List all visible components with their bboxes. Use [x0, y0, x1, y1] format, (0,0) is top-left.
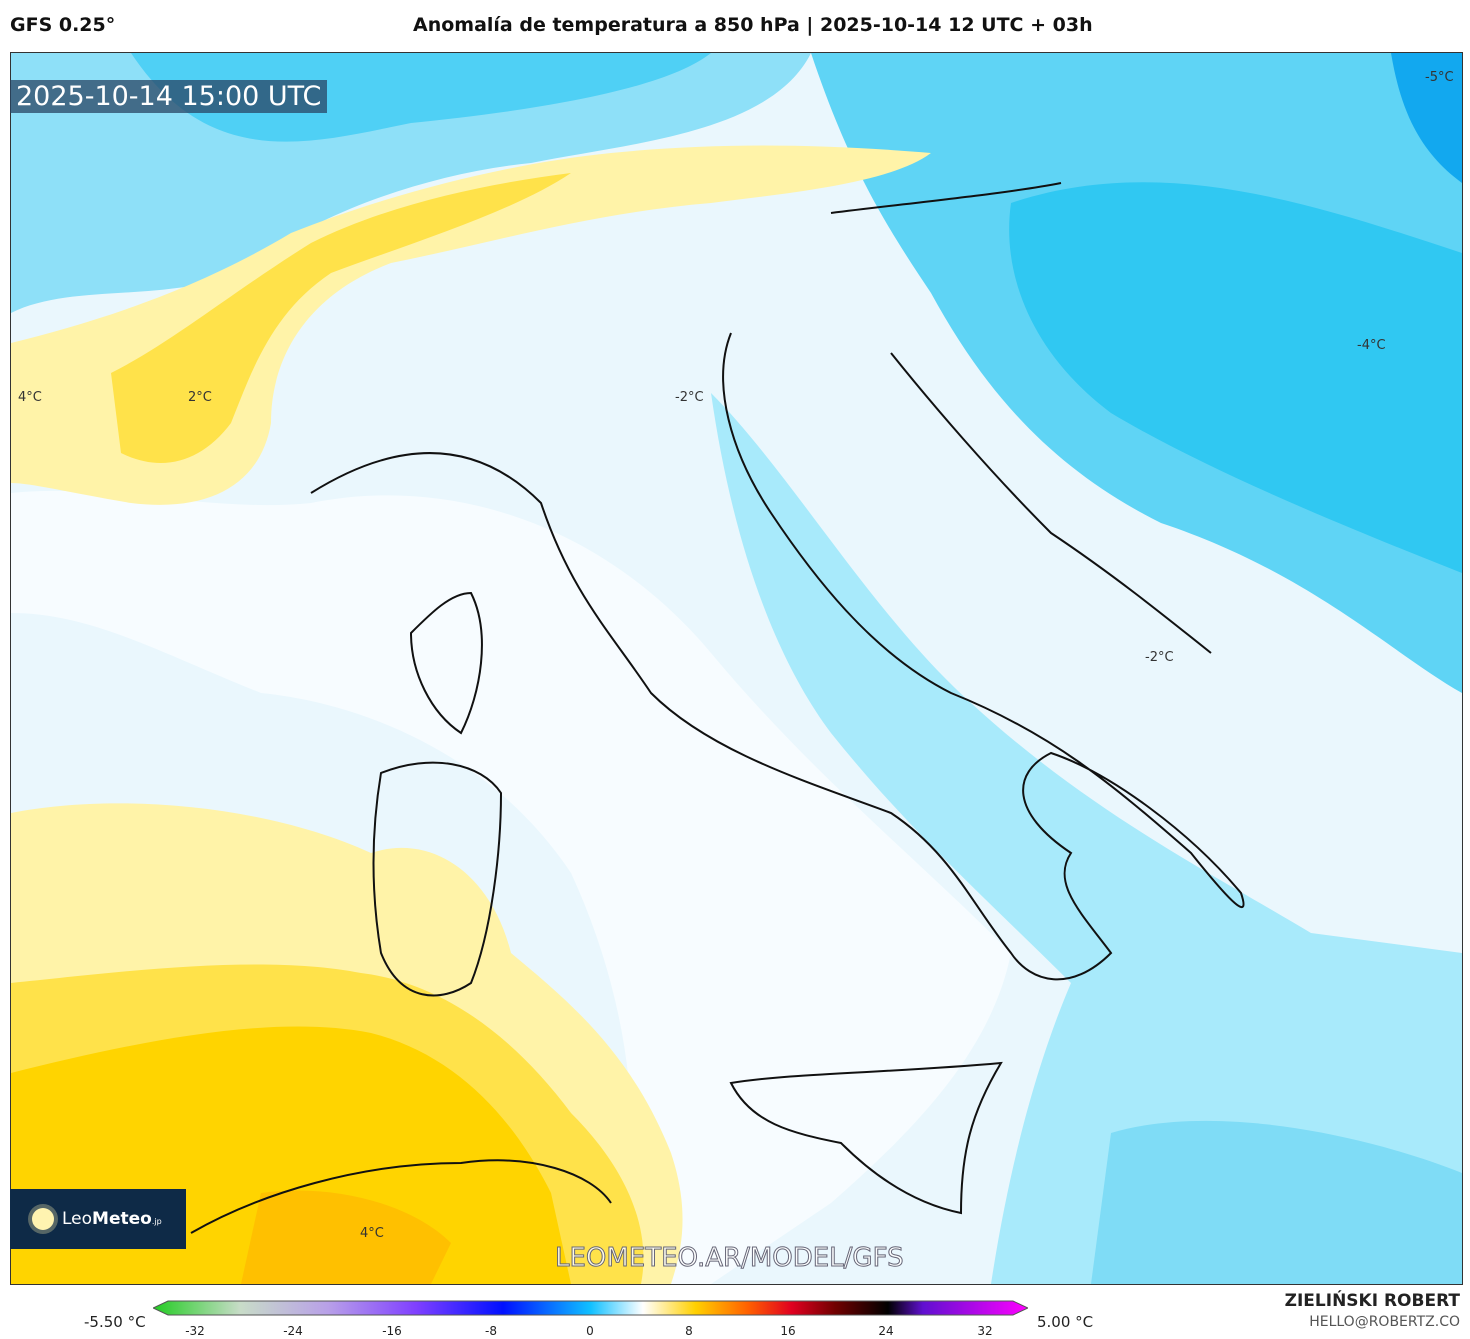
coastline-sardinia	[372, 761, 503, 997]
colder-region	[1009, 182, 1462, 574]
author-name: ZIELIŃSKI ROBERT	[1284, 1291, 1460, 1311]
colorbar-tick: 8	[685, 1324, 693, 1338]
coastline-italy	[310, 332, 1245, 981]
colorbar-tick: -24	[283, 1324, 303, 1338]
contour-label: -2°C	[675, 390, 704, 405]
author-email: HELLO@ROBERTZ.CO	[1309, 1314, 1460, 1330]
map-title: Anomalía de temperatura a 850 hPa | 2025…	[413, 14, 1093, 36]
colorbar-tick: 0	[586, 1324, 594, 1338]
coastline-balkans	[830, 182, 1212, 654]
contour-label: -2°C	[1145, 650, 1174, 665]
temperature-anomaly-map[interactable]	[10, 52, 1463, 1285]
contour-label: 4°C	[360, 1226, 384, 1241]
colorbar-tick: 32	[977, 1324, 993, 1338]
watermark: LEOMETEO.AR/MODEL/GFS	[555, 1243, 905, 1274]
colorbar-tick: -16	[382, 1324, 402, 1338]
contour-label: 4°C	[18, 390, 42, 405]
map-canvas	[11, 53, 1462, 1284]
colorbar	[153, 1300, 1028, 1316]
leometeo-logo: LeoMeteo.jp	[10, 1189, 186, 1249]
contour-label: -5°C	[1425, 70, 1454, 85]
contour-label: -4°C	[1357, 338, 1386, 353]
warm-region-northwest	[11, 145, 931, 505]
colorbar-tick: -8	[485, 1324, 497, 1338]
coastline-sicily	[729, 1061, 1003, 1215]
model-name: GFS 0.25°	[10, 14, 116, 36]
coastline-corsica	[409, 591, 483, 735]
coldest-region	[1391, 53, 1462, 183]
contour-label: 2°C	[188, 390, 212, 405]
colorbar-tick: 24	[878, 1324, 894, 1338]
valid-time-stamp: 2025-10-14 15:00 UTC	[10, 80, 328, 113]
colorbar-tick: -32	[185, 1324, 205, 1338]
colorbar-max-label: 5.00 °C	[1037, 1313, 1094, 1331]
sun-icon	[32, 1208, 54, 1230]
colorbar-tick: 16	[780, 1324, 796, 1338]
colorbar-min-label: -5.50 °C	[84, 1313, 146, 1331]
cool-region-southeast	[711, 393, 1462, 1284]
neutral-region	[11, 490, 1011, 1284]
coastline-africa	[190, 1159, 612, 1234]
